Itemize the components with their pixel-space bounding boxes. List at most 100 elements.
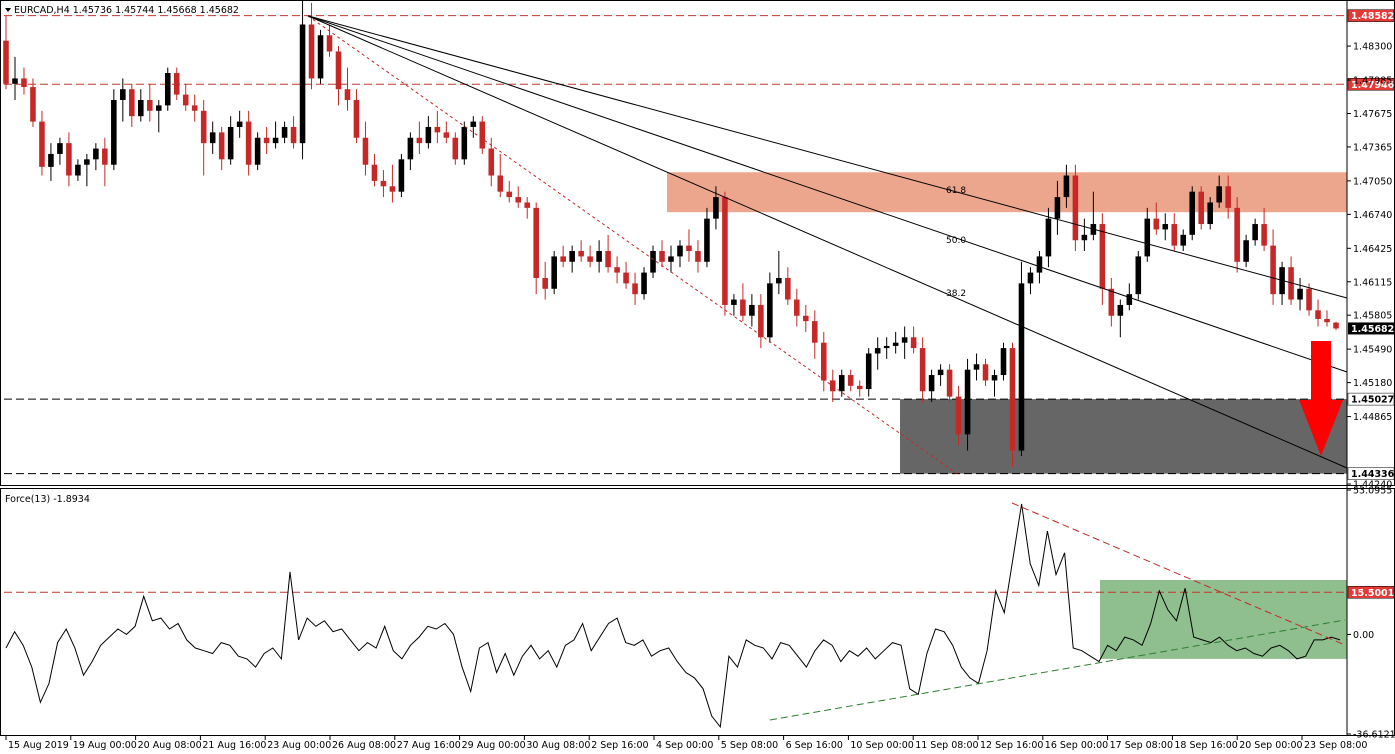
candle-body: [416, 137, 423, 144]
time-tick-label: 15 Aug 2019: [8, 740, 69, 751]
price-tick-label: 1.47365: [1353, 142, 1392, 153]
price-tick-label: 1.47985: [1353, 76, 1392, 87]
force-support-trendline: [769, 619, 1346, 721]
candle-body: [883, 345, 890, 349]
candle-body: [1117, 304, 1124, 316]
level-price-box: [1347, 467, 1395, 480]
level-price-box: [1347, 392, 1395, 406]
candle-body: [146, 100, 153, 111]
candle-body: [1162, 224, 1169, 230]
current-price-label: 1.45682: [1351, 324, 1394, 335]
candle-body: [1261, 224, 1267, 246]
candle-body: [218, 132, 225, 160]
candle-body: [1324, 318, 1330, 323]
candle-body: [1081, 234, 1088, 241]
candle-body: [461, 126, 468, 160]
candle-body: [497, 175, 504, 192]
time-tick-label: 19 Aug 00:00: [73, 740, 137, 751]
candle-body: [803, 315, 809, 322]
level-price-label: 1.48582: [1351, 11, 1394, 22]
candle-body: [641, 272, 647, 295]
candle-body: [48, 153, 54, 167]
candle-body: [1135, 256, 1142, 295]
time-tick-label: 6 Sep 16:00: [786, 740, 843, 751]
candle-body: [937, 369, 944, 376]
candle-body: [632, 283, 638, 295]
candle-body: [479, 121, 486, 149]
level-price-box: [1347, 9, 1395, 22]
candle-body: [704, 218, 710, 262]
candle-body: [308, 24, 315, 79]
candle-body: [380, 180, 387, 187]
candle-body: [1000, 348, 1007, 376]
time-tick-label: 26 Aug 08:00: [332, 740, 396, 751]
time-tick-label: 23 Aug 00:00: [267, 740, 331, 751]
time-tick-label: 12 Sep 16:00: [980, 740, 1043, 751]
force-tick-label: 0.00: [1353, 630, 1374, 641]
candle-body: [389, 186, 396, 192]
price-tick-label: 1.44240: [1353, 480, 1392, 491]
time-tick-label: 18 Sep 16:00: [1174, 740, 1237, 751]
candle-body: [614, 267, 620, 273]
candle-body: [731, 299, 737, 305]
candle-body: [138, 100, 144, 117]
candle-body: [551, 256, 557, 289]
candle-body: [488, 148, 495, 176]
candle-body: [1270, 245, 1276, 295]
candle-body: [1315, 310, 1321, 319]
candle-body: [776, 277, 782, 284]
force-panel-title: Force(13) -1.8934: [5, 494, 90, 505]
candle-body: [713, 197, 719, 219]
candle-body: [542, 277, 548, 289]
current-price-box: [1348, 322, 1394, 335]
candle-body: [39, 121, 45, 167]
candle-body: [1306, 288, 1312, 311]
candle-body: [93, 148, 99, 160]
candle-body: [1225, 186, 1231, 208]
price-tick-label: 1.47675: [1353, 109, 1392, 120]
candle-body: [155, 105, 162, 111]
candle-body: [677, 245, 683, 257]
candle-body: [964, 369, 971, 435]
candle-body: [740, 299, 746, 316]
candle-body: [533, 207, 539, 278]
candle-body: [1099, 224, 1106, 289]
candle-body: [1063, 175, 1070, 198]
candle-body: [30, 87, 36, 122]
candle-body: [281, 126, 288, 138]
time-tick-label: 5 Sep 08:00: [721, 740, 778, 751]
price-panel: 61.8 50.0 38.2: [3, 0, 1348, 475]
force-level-label: 15.5001: [1351, 588, 1394, 599]
candle-body: [955, 396, 962, 435]
candle-body: [973, 364, 980, 370]
time-tick-label: 4 Sep 00:00: [656, 740, 713, 751]
candle-body: [66, 143, 72, 176]
candle-body: [767, 283, 773, 338]
candle-body: [1126, 294, 1133, 305]
candle-body: [659, 251, 665, 262]
bearish-arrow-icon: [1299, 341, 1343, 456]
candle-body: [1234, 207, 1240, 262]
candle-body: [1045, 218, 1052, 257]
fib-fan-line: [307, 15, 1348, 373]
candle-body: [919, 348, 926, 392]
time-tick-label: 17 Sep 08:00: [1110, 740, 1173, 751]
candle-body: [695, 251, 701, 262]
time-tick-label: 27 Aug 16:00: [397, 740, 461, 751]
candle-body: [560, 256, 566, 262]
resistance-zone: [667, 172, 1347, 213]
candle-body: [362, 137, 369, 165]
candle-body: [102, 148, 108, 165]
candle-body: [605, 251, 611, 268]
price-tick-label: 1.45490: [1353, 345, 1392, 356]
candle-body: [335, 51, 342, 90]
candle-body: [820, 342, 827, 381]
candle-body: [290, 126, 297, 144]
time-tick-label: 10 Sep 00:00: [850, 740, 913, 751]
candle-body: [1243, 240, 1249, 262]
candle-body: [1072, 175, 1079, 241]
candle-body: [1036, 256, 1043, 273]
candle-body: [1018, 283, 1025, 451]
candle-body: [1333, 322, 1339, 329]
